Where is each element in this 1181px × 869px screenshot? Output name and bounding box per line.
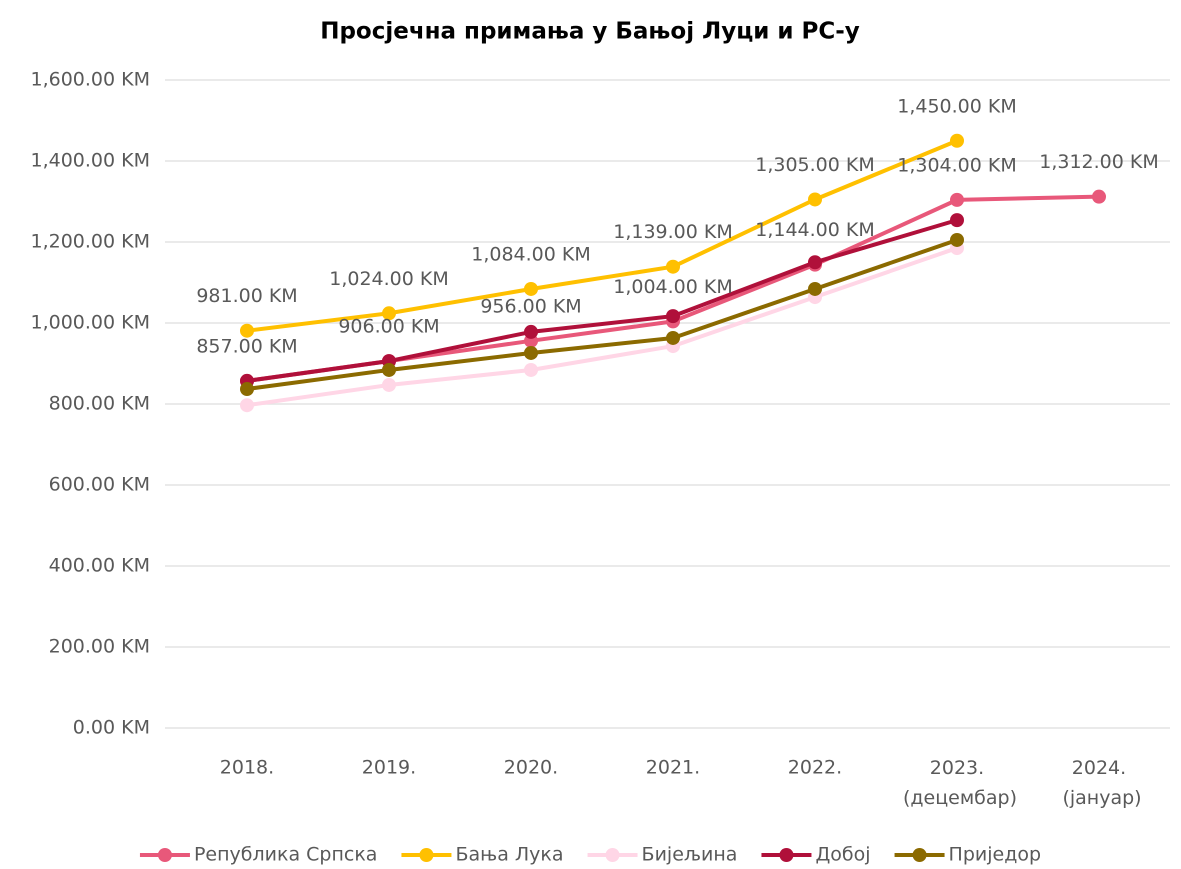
data-point [808,192,822,207]
x-tick-label: 2019. [362,757,416,779]
legend-marker [912,848,927,862]
data-label: 906.00 KM [338,316,439,338]
data-point [524,362,538,377]
data-point [524,345,538,360]
data-point [240,382,254,397]
series-line [246,238,958,391]
data-point [950,232,964,247]
data-point [382,377,396,392]
y-tick-label: 1,600.00 KM [30,69,150,91]
series-line [246,218,958,383]
data-point [240,398,254,413]
data-point [950,213,964,228]
data-point [950,192,964,207]
data-label: 1,139.00 KM [613,221,733,243]
data-point [808,255,822,270]
legend-marker [419,848,434,862]
data-label: 1,084.00 KM [471,243,591,265]
series-line [246,138,958,333]
legend-label: Бијељина [642,844,738,866]
legend-label: Република Српска [194,844,378,866]
data-point [382,306,396,321]
data-label: 1,144.00 KM [755,219,875,241]
legend-marker [157,848,172,862]
y-tick-label: 200.00 KM [49,636,150,658]
data-label: 1,024.00 KM [329,268,449,290]
legend-item: Бања Лука [401,844,564,866]
data-point [1092,189,1106,204]
data-point [524,281,538,296]
x-tick-label: 2023. (децембар) [897,757,1017,809]
data-label: 1,004.00 KM [613,276,733,298]
x-tick-label: 2020. [504,757,558,779]
data-point [808,281,822,296]
data-point [666,309,680,324]
chart-title: Просјечна примања у Бањој Луци и РС-у [320,19,860,45]
legend-marker [779,848,794,862]
y-tick-label: 1,400.00 KM [30,150,150,172]
x-tick-label: 2021. [646,757,700,779]
data-point [950,133,964,148]
data-point [524,324,538,339]
legend-marker [605,848,620,862]
x-tick-label: 2018. [220,757,274,779]
legend-label: Бања Лука [455,844,563,866]
data-label: 956.00 KM [480,295,581,317]
y-tick-label: 1,000.00 KM [30,312,150,334]
data-point [666,259,680,274]
data-label: 1,304.00 KM [897,154,1017,176]
data-label: 981.00 KM [196,285,297,307]
data-label: 1,312.00 KM [1039,151,1159,173]
series-line [246,246,958,408]
legend-item: Бијељина [587,844,738,866]
data-point [240,323,254,338]
legend-label: Добој [815,844,870,866]
x-tick-label: 2022. [788,757,842,779]
legend-item: Пријeдор [894,844,1042,866]
x-tick-label: 2024. (јануар) [1056,757,1141,809]
y-tick-label: 0.00 KM [73,717,150,739]
data-label: 857.00 KM [196,335,297,357]
y-tick-label: 800.00 KM [49,393,150,415]
data-point [666,330,680,345]
data-label: 1,450.00 KM [897,95,1017,117]
y-tick-label: 400.00 KM [49,555,150,577]
data-point [382,362,396,377]
legend-label: Пријeдор [949,844,1042,866]
legend-item: Добој [761,844,871,866]
y-tick-label: 1,200.00 KM [30,231,150,253]
y-tick-label: 600.00 KM [49,474,150,496]
data-label: 1,305.00 KM [755,154,875,176]
legend-item: Република Српска [139,844,378,866]
